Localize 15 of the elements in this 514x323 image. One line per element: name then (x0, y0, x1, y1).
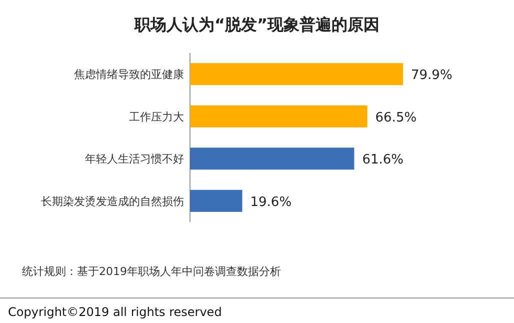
data-label: 19.6% (250, 194, 292, 210)
data-label: 61.6% (362, 152, 404, 168)
y-tick-label: 长期染发烫发造成的自然损伤 (41, 194, 184, 208)
y-tick-label: 年轻人生活习惯不好 (85, 152, 184, 166)
text: Copyright©2019 all rights reserved (8, 305, 222, 319)
bar (190, 105, 368, 128)
chart-title: 职场人认为“脱发”现象普遍的原因 (133, 15, 380, 34)
data-label: 66.5% (375, 110, 417, 126)
data-label: 79.9% (411, 68, 452, 84)
text: 统计规则：基于2019年职场人年中问卷调查数据分析 (22, 265, 281, 278)
y-tick-label: 焦虑情绪导致的亚健康 (74, 68, 184, 82)
y-tick-label: 工作压力大 (129, 110, 184, 124)
bar (190, 190, 242, 212)
bar (190, 63, 403, 86)
bar (190, 148, 354, 170)
